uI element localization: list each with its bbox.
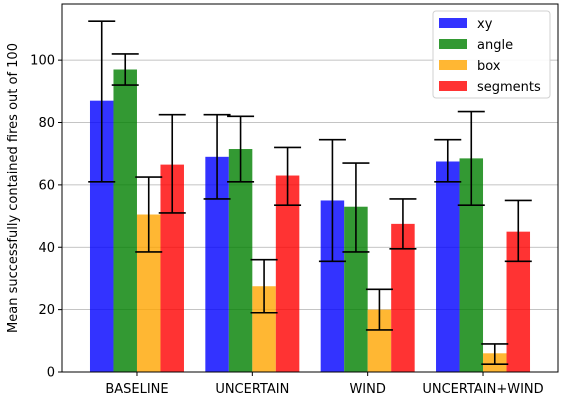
error-bar-angle-uncertain <box>227 115 255 183</box>
error-bar-segments-baseline <box>158 113 186 214</box>
y-axis-ticks: 0 20 40 60 80 100 <box>30 54 62 381</box>
y-tick-label: 80 <box>38 116 55 131</box>
legend-label: box <box>477 59 501 74</box>
y-tick-label: 100 <box>30 54 55 69</box>
legend-label: xy <box>477 17 493 32</box>
legend-swatch <box>439 39 467 49</box>
bar-angle-uncertain+wind <box>459 158 484 372</box>
legend-box <box>432 10 551 99</box>
bar-angle-baseline <box>113 69 137 373</box>
error-bar-box-uncertain <box>250 258 278 314</box>
error-bar-segments-uncertain <box>274 146 302 206</box>
plot-frame <box>61 3 559 373</box>
x-tick-label: UNCERTAIN+WIND <box>422 382 543 397</box>
bar-segments-uncertain <box>275 175 300 372</box>
x-axis-ticks: BASELINE UNCERTAIN WIND UNCERTAIN+WIND <box>105 372 544 397</box>
legend-swatch <box>439 81 467 91</box>
error-bars <box>88 20 532 366</box>
error-bar-segments-wind <box>389 198 417 250</box>
error-bar-xy-wind <box>318 138 346 263</box>
legend-swatch <box>439 18 467 28</box>
legend-item-box: box <box>439 59 501 74</box>
bar-box-uncertain <box>252 286 276 372</box>
y-tick-label: 60 <box>38 178 55 193</box>
bars <box>89 69 531 373</box>
legend-item-segments: segments <box>439 80 541 95</box>
legend-swatch <box>439 60 467 70</box>
bar-angle-wind <box>344 206 368 372</box>
error-bar-xy-baseline <box>88 20 116 183</box>
bar-segments-wind <box>391 223 415 372</box>
x-tick-label: BASELINE <box>105 382 168 397</box>
bar-angle-uncertain <box>228 149 253 372</box>
bar-segments-baseline <box>160 164 184 372</box>
error-bar-box-wind <box>365 288 393 331</box>
bar-box-baseline <box>136 214 161 372</box>
legend-item-angle: angle <box>439 38 513 53</box>
legend-item-xy: xy <box>439 17 493 32</box>
bar-segments-uncertain+wind <box>506 231 531 372</box>
bar-xy-uncertain <box>205 156 229 372</box>
error-bar-angle-baseline <box>111 53 139 86</box>
error-bar-box-baseline <box>135 176 163 253</box>
error-bar-xy-uncertain <box>203 113 231 200</box>
error-bar-angle-wind <box>342 162 370 253</box>
error-bar-segments-uncertain+wind <box>504 199 532 263</box>
bar-xy-uncertain+wind <box>436 161 460 372</box>
x-tick-label: UNCERTAIN <box>215 382 289 397</box>
bar-xy-wind <box>320 200 345 372</box>
x-tick-label: WIND <box>349 382 385 397</box>
y-tick-label: 0 <box>47 366 55 381</box>
bar-xy-baseline <box>89 100 114 372</box>
y-tick-label: 20 <box>38 303 55 318</box>
legend-label: angle <box>477 38 513 53</box>
y-tick-label: 40 <box>38 241 55 256</box>
error-bar-box-uncertain+wind <box>481 343 509 366</box>
bar-box-wind <box>367 309 392 372</box>
error-bar-xy-uncertain+wind <box>434 138 462 183</box>
error-bar-angle-uncertain+wind <box>457 110 485 206</box>
legend: xy angle box segments <box>432 10 551 99</box>
legend-label: segments <box>477 80 541 95</box>
y-axis-label: Mean successfully contained fires out of… <box>6 43 21 333</box>
